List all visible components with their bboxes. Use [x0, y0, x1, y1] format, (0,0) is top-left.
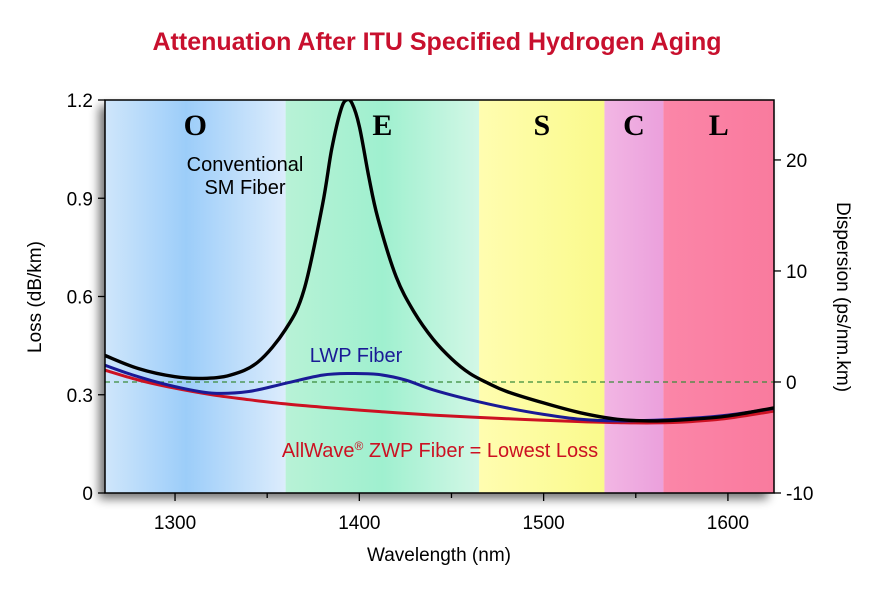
y-tick-label: 0.6: [67, 288, 93, 309]
annotation-allwave: AllWave® ZWP Fiber = Lowest Loss: [282, 439, 598, 462]
chart-title: Attenuation After ITU Specified Hydrogen…: [153, 28, 722, 56]
band-label-e: E: [372, 109, 392, 142]
band-l: [663, 100, 774, 493]
annotation-allwave-registered: ®: [355, 439, 364, 453]
annotation-sm-fiber: SM Fiber: [204, 177, 285, 199]
band-c: [604, 100, 664, 493]
band-s: [479, 100, 605, 493]
series-allwave-zwp: [105, 368, 774, 425]
y2-tick-label: 10: [786, 262, 807, 283]
y-axis-label: Loss (dB/km): [25, 241, 46, 353]
y2-axis-label: Dispersion (ps/nm.km): [832, 202, 853, 392]
y-tick-label: 0.3: [67, 386, 93, 407]
y-tick-label: 1.2: [67, 91, 93, 112]
band-label-s: S: [533, 109, 550, 142]
band-label-o: O: [184, 109, 207, 142]
series-conventional-sm: [105, 100, 774, 423]
annotation-allwave-rest: ZWP Fiber = Lowest Loss: [363, 440, 598, 462]
annotation-allwave-name: AllWave: [282, 440, 355, 462]
x-tick-label: 1300: [154, 513, 196, 534]
band-e: [285, 100, 480, 493]
x-tick-label: 1400: [338, 513, 380, 534]
y2-tick-label: 0: [786, 373, 797, 394]
y2-tick-label: -10: [786, 484, 813, 505]
y-tick-label: 0.9: [67, 189, 93, 210]
annotation-conventional: Conventional: [187, 154, 304, 176]
x-tick-label: 1500: [522, 513, 564, 534]
annotation-lwp-fiber: LWP Fiber: [310, 345, 403, 367]
x-axis-label: Wavelength (nm): [367, 545, 511, 566]
y-tick-label: 0: [82, 484, 93, 505]
band-o: [105, 100, 286, 493]
y2-tick-label: 20: [786, 151, 807, 172]
band-label-c: C: [623, 109, 645, 142]
band-label-l: L: [709, 109, 729, 142]
x-tick-label: 1600: [707, 513, 749, 534]
